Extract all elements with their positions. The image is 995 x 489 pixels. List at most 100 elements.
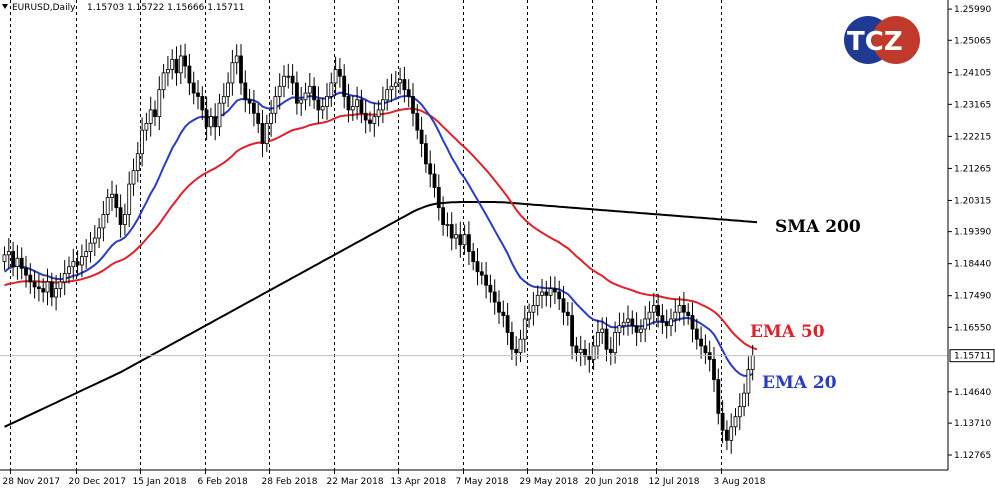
x-tick-label: 20 Jun 2018 (585, 477, 639, 487)
candle-body (282, 75, 286, 87)
candle-body (677, 305, 682, 313)
candle-body (436, 187, 441, 209)
candle-body (170, 58, 175, 70)
candle-body (251, 102, 256, 114)
candle-body (221, 96, 226, 104)
candle-body (123, 214, 127, 225)
candle-body (505, 315, 510, 333)
ohlc-label: 1.15703 1.15722 1.15666 1.15711 (87, 3, 244, 13)
candle-body (286, 75, 291, 78)
candle-body (2, 254, 7, 263)
chart-arrow-icon (2, 4, 8, 9)
candle-body (273, 96, 278, 114)
candle-body (307, 85, 312, 94)
candle-body (28, 274, 33, 283)
candle-body (578, 348, 583, 354)
candle-body (686, 311, 691, 316)
candle-body (174, 58, 179, 74)
candle-body (101, 214, 106, 229)
chart-header: EURUSD,Daily 1.15703 1.15722 1.15666 1.1… (2, 3, 244, 13)
y-tick-label: 1.25065 (954, 36, 991, 46)
y-tick-label: 1.16550 (954, 323, 991, 333)
candle-body (419, 129, 424, 145)
candle-body (402, 79, 407, 91)
candle-body (45, 281, 50, 293)
candle-body (587, 355, 592, 360)
candle-body (165, 69, 170, 74)
x-tick-label: 3 Aug 2018 (714, 477, 766, 487)
candle-body (699, 338, 703, 347)
candle-body (643, 318, 648, 330)
x-axis: 28 Nov 2017 20 Dec 2017 15 Jan 2018 6 Feb 2… (3, 470, 766, 487)
candle-body (204, 109, 209, 128)
candle-body (531, 305, 536, 313)
y-tick-label: 1.25990 (954, 5, 991, 15)
x-tick-label: 7 May 2018 (456, 477, 509, 487)
y-tick-label: 1.19390 (954, 228, 991, 238)
candle-body (428, 163, 433, 175)
candle-body (342, 75, 347, 97)
candle-body (49, 281, 54, 298)
candle-body (634, 325, 639, 333)
candle-body (127, 183, 132, 215)
candle-body (183, 55, 188, 67)
candle-body (75, 261, 80, 266)
indicator-labels: SMA 200 EMA 50 EMA 20 (750, 217, 861, 393)
candle-body (41, 288, 46, 293)
candle-body (196, 92, 200, 97)
candle-body (58, 281, 63, 290)
y-tick-label: 1.12765 (954, 451, 991, 461)
candle-body (84, 251, 89, 257)
candle-body (475, 261, 480, 273)
candle-body (462, 234, 467, 246)
candle-body (565, 311, 570, 316)
sma200-label: SMA 200 (775, 217, 861, 237)
y-tick-label: 1.17490 (954, 292, 991, 302)
candle-body (32, 281, 37, 288)
candle-body (553, 288, 557, 293)
candle-body (522, 318, 527, 340)
candle-body (682, 305, 686, 313)
candle-body (574, 345, 579, 354)
candle-body (411, 96, 415, 114)
candle-body (11, 251, 16, 268)
candle-body (423, 143, 428, 165)
symbol-label: EURUSD,Daily (12, 3, 76, 13)
y-tick-label: 1.22215 (954, 132, 991, 142)
candle-body (24, 267, 28, 276)
candle-body (712, 359, 716, 381)
x-tick-label: 28 Feb 2018 (262, 477, 318, 487)
x-tick-label: 20 Dec 2017 (69, 477, 127, 487)
candle-body (501, 311, 506, 316)
candle-body (316, 99, 321, 111)
candle-body (135, 153, 140, 172)
candle-body (208, 116, 213, 128)
candle-body (269, 112, 274, 124)
candle-body (518, 338, 523, 354)
candle-body (509, 332, 514, 350)
candle-body (337, 69, 342, 77)
x-tick-label: 29 May 2018 (520, 477, 579, 487)
candle-body (92, 237, 97, 244)
candle-body (264, 123, 269, 145)
candle-body (604, 328, 609, 350)
y-tick-label: 1.18440 (954, 260, 991, 270)
candle-body (621, 321, 626, 327)
candle-body (88, 242, 93, 252)
candle-body (213, 116, 218, 128)
candle-body (651, 305, 656, 313)
candle-body (191, 82, 196, 94)
x-tick-label: 6 Feb 2018 (198, 477, 249, 487)
candle-body (660, 315, 665, 323)
candle-body (368, 119, 372, 124)
candle-body (118, 207, 123, 225)
candle-body (535, 294, 540, 306)
candle-body (15, 257, 20, 268)
candle-body (380, 99, 385, 111)
y-tick-label: 1.21265 (954, 164, 991, 174)
candle-body (488, 284, 493, 293)
candle-body (441, 207, 446, 225)
candle-body (6, 251, 11, 256)
